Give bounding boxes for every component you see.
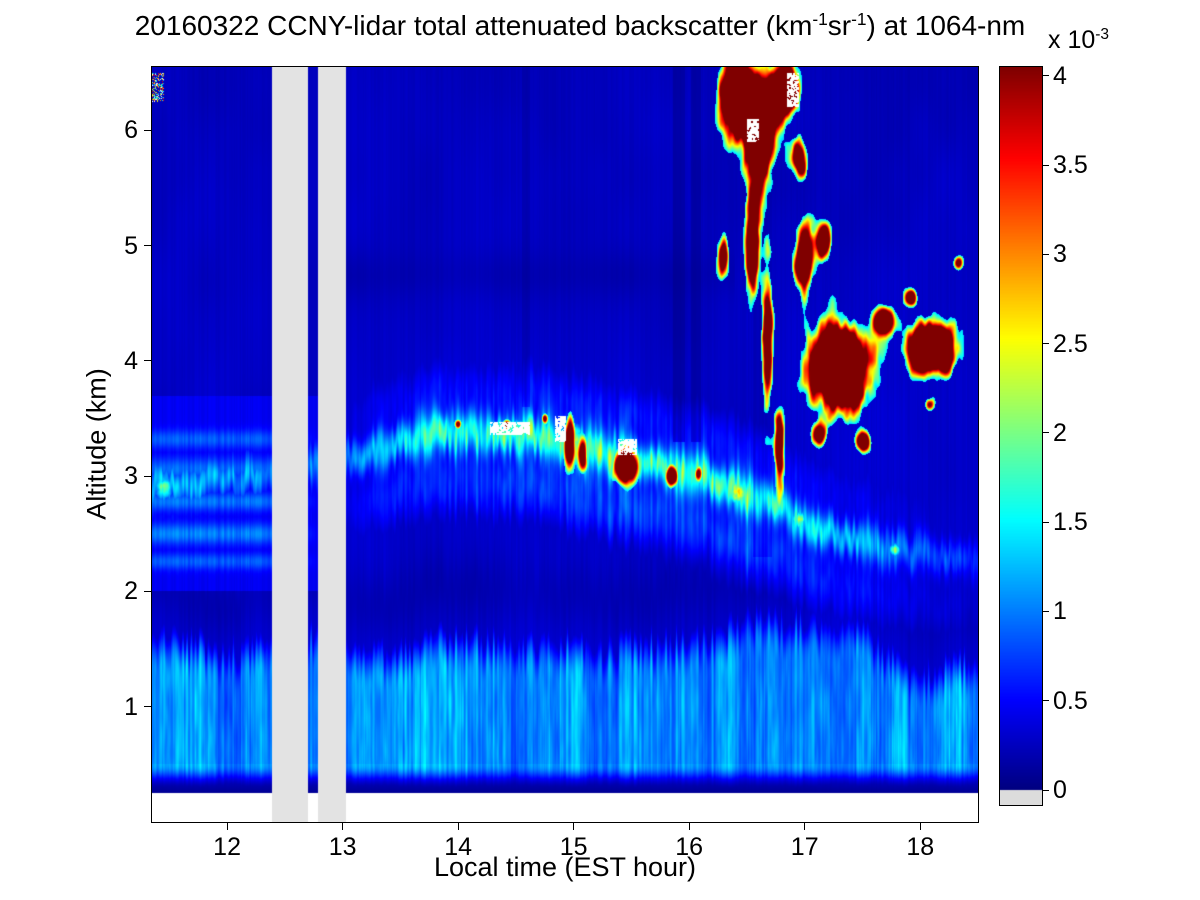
y-tick-label: 4 — [124, 346, 138, 375]
y-tick-mark — [144, 475, 151, 477]
x-tick-label: 18 — [906, 833, 935, 861]
colorbar-tick-label: 2.5 — [1053, 329, 1088, 358]
colorbar-canvas — [1000, 67, 1042, 805]
y-tick-label: 3 — [124, 462, 138, 491]
y-axis-label: Altitude (km) — [81, 368, 112, 520]
x-tick-label: 16 — [675, 833, 704, 861]
colorbar-tick-label: 1.5 — [1053, 508, 1088, 537]
chart-title: 20160322 CCNY-lidar total attenuated bac… — [0, 8, 1160, 42]
y-tick-mark — [144, 129, 151, 131]
title-superscript: -1 — [851, 8, 867, 29]
colorbar-tick-mark — [1043, 253, 1049, 255]
colorbar-tick-mark — [1043, 343, 1049, 345]
y-tick-mark — [144, 360, 151, 362]
title-text: 20160322 CCNY-lidar total attenuated bac… — [134, 10, 813, 41]
x-tick-label: 17 — [790, 833, 819, 861]
colorbar-tick-mark — [1043, 432, 1049, 434]
colorbar-tick-mark — [1043, 521, 1049, 523]
colorbar-tick-label: 2 — [1053, 418, 1067, 447]
heatmap-canvas — [152, 67, 978, 822]
y-tick-label: 5 — [124, 231, 138, 260]
colorbar-tick-mark — [1043, 789, 1049, 791]
colorbar-tick-mark — [1043, 75, 1049, 77]
y-tick-label: 6 — [124, 116, 138, 145]
colorbar-scale-label: x 10-3 — [1048, 26, 1109, 55]
colorbar-tick-label: 4 — [1053, 61, 1067, 90]
colorbar-tick-mark — [1043, 700, 1049, 702]
x-tick-mark — [688, 823, 690, 830]
x-tick-label: 15 — [559, 833, 588, 861]
x-tick-mark — [226, 823, 228, 830]
colorbar-tick-mark — [1043, 164, 1049, 166]
x-tick-mark — [457, 823, 459, 830]
x-tick-mark — [342, 823, 344, 830]
x-tick-label: 12 — [213, 833, 241, 861]
x-tick-label: 13 — [328, 833, 357, 861]
y-tick-mark — [144, 245, 151, 247]
x-tick-label: 14 — [444, 833, 473, 861]
title-superscript: -1 — [812, 8, 828, 29]
colorbar-tick-label: 3.5 — [1053, 151, 1088, 180]
x-axis-label: Local time (EST hour) — [433, 852, 697, 882]
scale-superscript: -3 — [1095, 25, 1110, 43]
colorbar-tick-label: 3 — [1053, 240, 1067, 269]
scale-text: x 10 — [1048, 26, 1096, 54]
colorbar-tick-label: 0.5 — [1053, 686, 1088, 715]
x-tick-mark — [804, 823, 806, 830]
colorbar-tick-label: 1 — [1053, 597, 1067, 626]
x-tick-mark — [573, 823, 575, 830]
title-text: sr — [827, 10, 852, 41]
y-tick-label: 2 — [124, 577, 138, 606]
x-tick-mark — [919, 823, 921, 830]
colorbar-tick-mark — [1043, 610, 1049, 612]
title-text: ) at 1064-nm — [866, 10, 1026, 41]
colorbar-tick-label: 0 — [1053, 776, 1067, 804]
y-tick-mark — [144, 590, 151, 592]
y-tick-mark — [144, 706, 151, 708]
y-tick-label: 1 — [124, 692, 138, 721]
